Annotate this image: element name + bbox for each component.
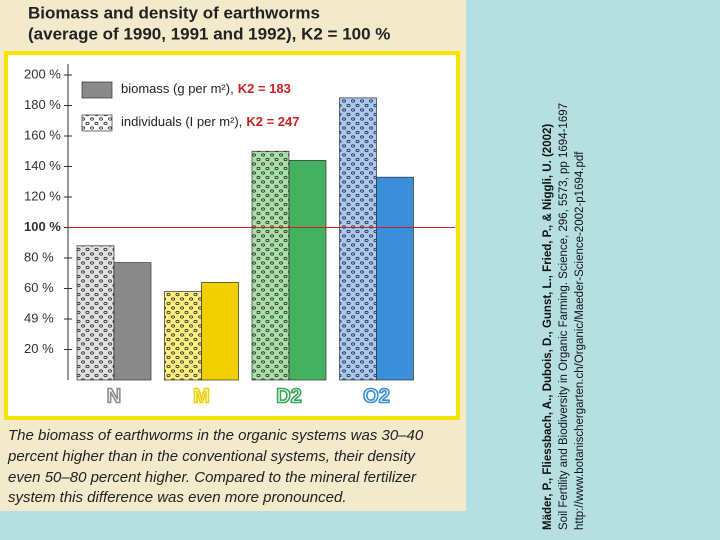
y-tick-label: 80 % bbox=[24, 249, 54, 264]
citation-line: Soil Fertility and Biodiversity in Organ… bbox=[558, 103, 570, 530]
y-tick-label: 180 % bbox=[24, 97, 61, 112]
bar bbox=[251, 150, 290, 381]
bar bbox=[201, 282, 239, 381]
y-tick-label: 60 % bbox=[24, 280, 54, 295]
bar bbox=[376, 176, 414, 381]
citation-line: http://www.botanischergarten.ch/Organic/… bbox=[574, 151, 586, 530]
title: (average of 1990, 1991 and 1992), K2 = 1… bbox=[28, 24, 390, 43]
caption: percent higher than in the conventional … bbox=[7, 448, 416, 465]
y-tick-label: 49 % bbox=[24, 310, 54, 325]
legend-name: individuals (I per m²), bbox=[121, 114, 242, 129]
bar bbox=[164, 291, 202, 381]
y-tick-label: 120 % bbox=[24, 188, 61, 203]
caption: The biomass of earthworms in the organic… bbox=[8, 427, 424, 444]
legend-name: biomass (g per m²), bbox=[121, 81, 234, 96]
bar bbox=[288, 160, 327, 381]
x-tick-label: M bbox=[193, 385, 210, 407]
legend-label: biomass (g per m²), K2 = 183 bbox=[121, 81, 291, 96]
caption: even 50–80 percent higher. Compared to t… bbox=[8, 469, 417, 486]
legend-label: individuals (I per m²), K2 = 247 bbox=[121, 114, 300, 129]
bar bbox=[113, 262, 152, 381]
bar bbox=[76, 245, 115, 381]
legend-k2: K2 = 247 bbox=[246, 114, 299, 129]
citation-line: Mäder, P., Fliessbach, A., Dubois, D., G… bbox=[542, 124, 554, 530]
y-tick-label: 160 % bbox=[24, 127, 61, 142]
legend-swatch bbox=[81, 114, 113, 132]
x-tick-label: N bbox=[107, 385, 121, 407]
citation: Mäder, P., Fliessbach, A., Dubois, D., G… bbox=[542, 103, 586, 530]
legend-swatch bbox=[81, 81, 113, 99]
x-tick-label: O2 bbox=[363, 385, 390, 407]
legend-k2: K2 = 183 bbox=[238, 81, 291, 96]
y-tick-label: 140 % bbox=[24, 158, 61, 173]
y-tick-label: 100 % bbox=[24, 219, 61, 234]
bar bbox=[339, 97, 377, 381]
caption: system this difference was even more pro… bbox=[8, 489, 347, 506]
title: Biomass and density of earthworms bbox=[28, 3, 320, 22]
y-tick-label: 200 % bbox=[24, 66, 61, 81]
y-tick-label: 20 % bbox=[24, 341, 54, 356]
x-tick-label: D2 bbox=[276, 385, 302, 407]
